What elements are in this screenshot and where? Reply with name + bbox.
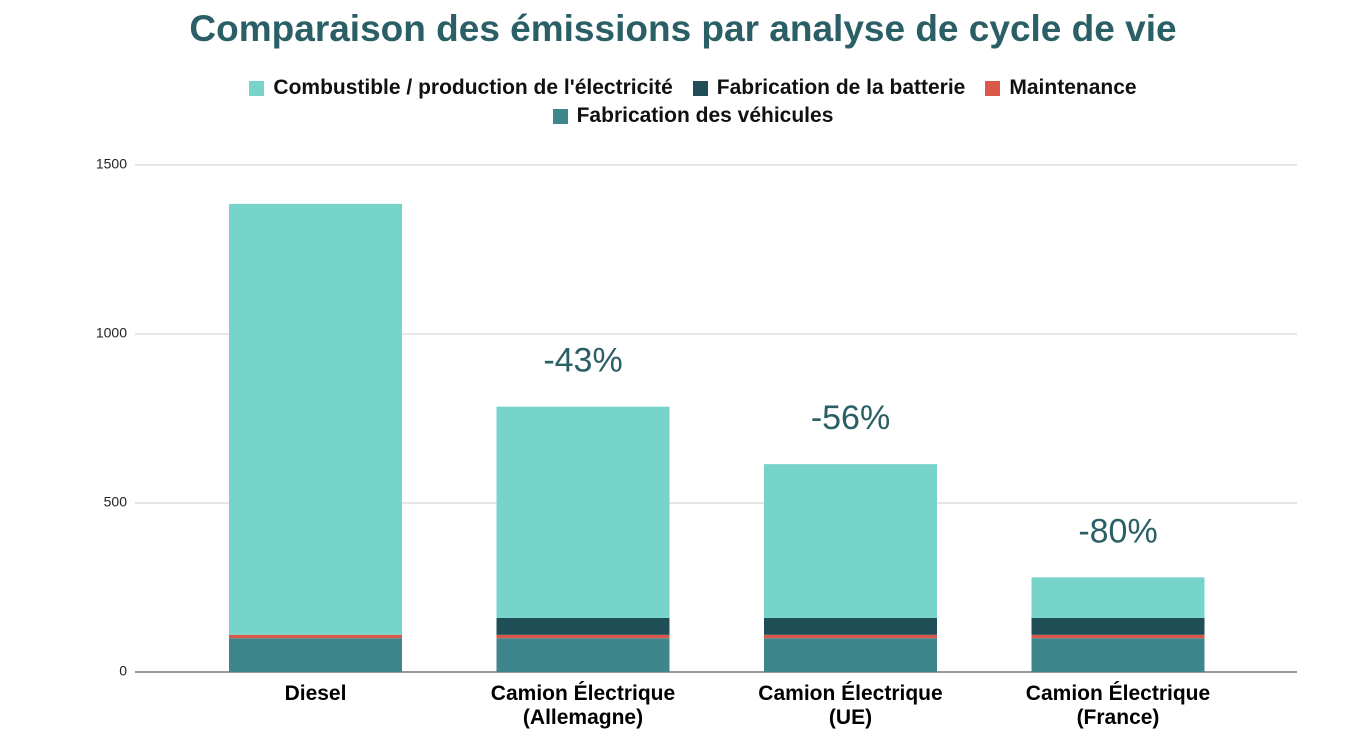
bar-segment xyxy=(1031,638,1205,672)
y-tick-label: 0 xyxy=(119,663,127,679)
bar-segment xyxy=(1031,577,1205,618)
bar-segment xyxy=(229,634,402,639)
bar-segment xyxy=(496,638,670,672)
legend-swatch xyxy=(552,108,568,124)
bar-segment xyxy=(229,203,402,635)
legend-item: Fabrication des véhicules xyxy=(552,104,834,128)
x-tick-label: Camion Électrique (France) xyxy=(1025,682,1211,729)
y-tick-label: 1500 xyxy=(96,156,127,172)
legend-item: Fabrication de la batterie xyxy=(692,76,966,100)
legend-swatch xyxy=(985,80,1001,96)
legend-label: Fabrication des véhicules xyxy=(576,104,834,127)
x-tick-label: Camion Électrique (UE) xyxy=(758,682,943,729)
annotation: -43% xyxy=(543,342,622,380)
y-tick-label: 1000 xyxy=(96,325,127,341)
legend-label: Fabrication de la batterie xyxy=(716,76,966,99)
bar-segment xyxy=(1031,634,1205,639)
bar-segment xyxy=(764,634,937,639)
bar-segment xyxy=(229,638,402,672)
bar-segment xyxy=(764,638,937,672)
bar-segment xyxy=(496,617,670,635)
legend: Combustible / production de l'électricit… xyxy=(118,76,1268,128)
legend-item: Maintenance xyxy=(985,76,1137,100)
annotation: -80% xyxy=(1078,512,1157,550)
bar-segment xyxy=(764,617,937,635)
x-tick-label: Camion Électrique (Allemagne) xyxy=(490,682,676,729)
legend-item: Combustible / production de l'électricit… xyxy=(249,76,673,100)
legend-swatch xyxy=(249,80,265,96)
bar-segment xyxy=(496,634,670,639)
legend-label: Combustible / production de l'électricit… xyxy=(273,76,673,99)
legend-label: Maintenance xyxy=(1009,76,1137,99)
legend-swatch xyxy=(692,80,708,96)
chart-title: Comparaison des émissions par analyse de… xyxy=(189,8,1177,49)
bar-segment xyxy=(1031,617,1205,635)
bar-segment xyxy=(496,406,670,618)
y-tick-label: 500 xyxy=(104,494,128,510)
annotation: -56% xyxy=(811,399,890,437)
x-tick-label: Diesel xyxy=(284,682,347,705)
bar-segment xyxy=(764,464,937,618)
